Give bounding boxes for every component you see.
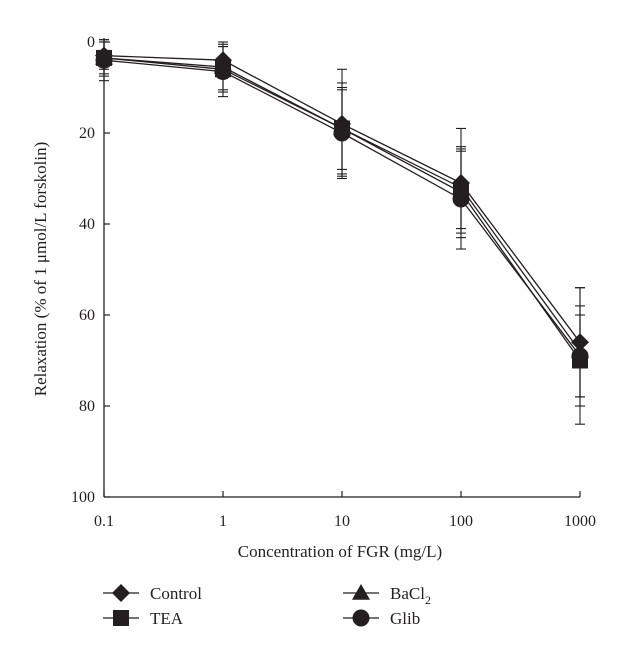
data-point-glib [333,124,351,142]
x-tick-label: 1000 [564,513,596,530]
y-tick-label: 0 [87,34,95,51]
legend-label-glib: Glib [390,609,420,628]
legend: Control BaCl2 TEA Glib [103,584,431,628]
legend-label-subscript: 2 [425,593,431,607]
x-tick-label: 0.1 [94,513,114,530]
data-point-glib [571,347,589,365]
y-tick-label: 40 [79,216,95,233]
legend-label-bacl: BaCl2 [390,584,431,607]
x-tick-label: 10 [334,513,350,530]
x-tick-label: 1 [219,513,227,530]
x-tick-label: 100 [449,513,473,530]
data-point-glib [452,190,470,208]
legend-marker-bacl [352,584,370,600]
data-point-glib [95,51,113,69]
y-tick-label: 80 [79,398,95,415]
y-tick-label: 60 [79,307,95,324]
data-point-glib [214,63,232,81]
x-axis-title: Concentration of FGR (mg/L) [238,542,442,561]
legend-label-tea: TEA [150,609,184,628]
plot-area: 0 20 40 60 80 100 0.1 1 10 100 1000 [71,34,596,530]
y-axis-title: Relaxation (% of 1 μmol/L forskolin) [31,142,50,396]
legend-marker-glib [352,609,370,627]
legend-label-control: Control [150,584,202,603]
legend-marker-tea [113,610,129,626]
legend-marker-control [112,584,130,602]
y-tick-label: 20 [79,125,95,142]
y-tick-label: 100 [71,489,95,506]
